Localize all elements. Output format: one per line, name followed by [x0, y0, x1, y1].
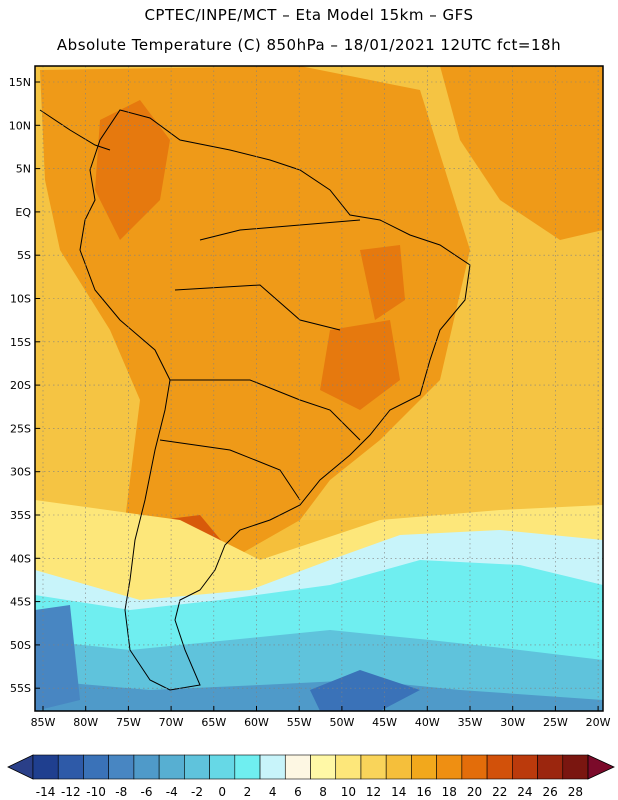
colorbar-swatch	[360, 754, 387, 780]
colorbar-label: 6	[294, 785, 302, 799]
colorbar-label: 24	[517, 785, 532, 799]
colorbar-swatch	[158, 754, 185, 780]
colorbar-label: 26	[543, 785, 558, 799]
border-line-4	[159, 439, 301, 501]
colorbar-swatch	[537, 754, 564, 780]
colorbar-label: 16	[416, 785, 431, 799]
colorbar-label: -12	[61, 785, 81, 799]
colorbar-label: -2	[191, 785, 203, 799]
lon-label: 40W	[415, 716, 440, 729]
longitude-labels: 85W 80W 75W 70W 65W 60W 55W 50W 45W 40W 35W 30W 25W 2…	[31, 706, 611, 729]
graticule	[35, 66, 603, 711]
colorbar-swatch	[184, 754, 210, 780]
colorbar-label: 10	[341, 785, 356, 799]
colorbar-swatch	[436, 754, 463, 780]
lon-label: 25W	[543, 716, 568, 729]
lon-label: 65W	[201, 716, 226, 729]
colorbar-swatch	[108, 754, 135, 780]
lon-label: 35W	[458, 716, 483, 729]
lon-label: 60W	[244, 716, 269, 729]
map-title: CPTEC/INPE/MCT – Eta Model 15km – GFS	[144, 6, 474, 24]
colorbar-label: 2	[244, 785, 252, 799]
colorbar-swatch	[259, 754, 286, 780]
colorbar-label: 4	[269, 785, 277, 799]
map-frame	[34, 65, 604, 712]
colorbar-swatch	[57, 754, 84, 780]
lon-label: 20W	[586, 716, 611, 729]
field-cold-core	[310, 670, 420, 711]
colorbar-swatch	[234, 754, 261, 780]
colorbar-label: 18	[442, 785, 457, 799]
central-america-coast	[39, 109, 111, 151]
colorbar-label: -14	[36, 785, 56, 799]
colorbar-label: 0	[218, 785, 226, 799]
field-hotspot-brazil-north	[360, 245, 405, 320]
colorbar-swatch	[133, 754, 160, 780]
field-atlantic-orange	[440, 66, 603, 240]
lat-label: 50S	[10, 639, 31, 652]
lat-label: 15S	[10, 336, 31, 349]
border-line-3	[199, 219, 361, 241]
colorbar-label: -8	[115, 785, 127, 799]
lat-label: 45S	[10, 596, 31, 609]
field-hotspot-brazil	[320, 320, 400, 410]
lat-label: 30S	[10, 466, 31, 479]
lat-label: 25S	[10, 422, 31, 435]
border-line-2	[174, 284, 341, 331]
lat-label: 5N	[16, 163, 31, 176]
south-america-coast	[79, 109, 471, 691]
lon-label: 75W	[116, 716, 141, 729]
lat-label: 5S	[17, 249, 31, 262]
colorbar-swatch	[335, 754, 362, 780]
colorbar-swatch	[411, 754, 437, 780]
lon-label: 30W	[500, 716, 525, 729]
colorbar-swatch	[512, 754, 538, 780]
colorbar-swatch	[284, 754, 311, 780]
colorbar-label: -6	[141, 785, 153, 799]
lon-label: 45W	[372, 716, 397, 729]
lat-label: 10S	[10, 293, 31, 306]
colorbar-label: 22	[492, 785, 507, 799]
colorbar-high-arrow	[587, 754, 615, 780]
latitude-labels: 15N 10N 5N EQ 5S 10S 15S 20S 25S 30S 35S 40S 45S 50S 5…	[9, 76, 40, 695]
lat-label: 40S	[10, 552, 31, 565]
lat-label: 10N	[9, 119, 31, 132]
lon-label: 50W	[329, 716, 354, 729]
lon-label: 70W	[159, 716, 184, 729]
colorbar-label: -10	[86, 785, 106, 799]
lat-label: 55S	[10, 682, 31, 695]
lon-label: 80W	[73, 716, 98, 729]
colorbar-label: 12	[366, 785, 381, 799]
colorbar-label: 20	[467, 785, 482, 799]
colorbar: -14 -12 -10 -8 -6 -4 -2 0 2 4 6 8 10 12 14 16 18 20 22 24 26…	[7, 754, 615, 799]
colorbar-label: -4	[166, 785, 178, 799]
colorbar-swatch	[461, 754, 488, 780]
colorbar-swatch	[385, 754, 412, 780]
coastlines	[39, 109, 471, 691]
colorbar-label: 8	[319, 785, 327, 799]
lon-label: 85W	[31, 716, 56, 729]
field-hotspot-andes-north	[95, 100, 170, 240]
field-pacific-cold	[35, 605, 80, 711]
map-subtitle: Absolute Temperature (C) 850hPa – 18/01/…	[56, 36, 562, 54]
colorbar-label: 28	[568, 785, 583, 799]
lat-label: 15N	[9, 76, 31, 89]
colorbar-swatch	[486, 754, 513, 780]
colorbar-label: 14	[391, 785, 406, 799]
colorbar-swatch	[562, 754, 589, 780]
temperature-field	[35, 66, 603, 711]
colorbar-low-arrow	[7, 754, 34, 780]
colorbar-swatch	[32, 754, 59, 780]
lat-label: 35S	[10, 509, 31, 522]
colorbar-swatch	[83, 754, 109, 780]
border-line-1	[170, 379, 361, 441]
colorbar-swatch	[310, 754, 337, 780]
colorbar-swatch	[209, 754, 236, 780]
lat-label: EQ	[15, 206, 31, 219]
lat-label: 20S	[10, 379, 31, 392]
lon-label: 55W	[287, 716, 312, 729]
